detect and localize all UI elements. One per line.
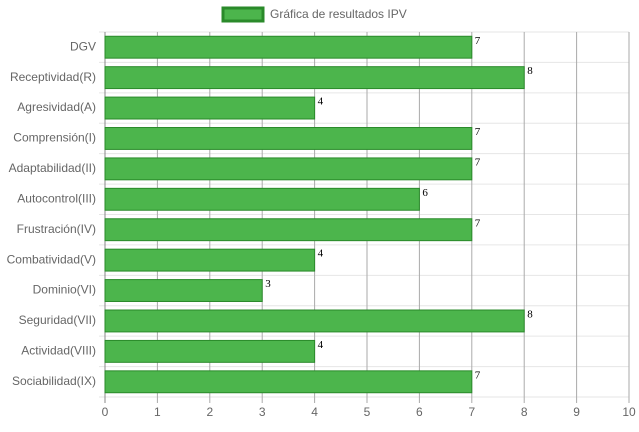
bar [104,35,473,59]
bar [104,370,473,394]
value-label: 6 [422,187,428,199]
y-tick-label: DGV [70,39,96,53]
value-label: 7 [475,156,481,168]
bar [104,309,525,333]
y-tick-label: Receptividad(R) [10,70,96,84]
x-tick-label: 9 [573,405,580,419]
bar [104,66,525,90]
bar [104,248,316,272]
y-tick-label: Seguridad(VII) [19,313,96,327]
bar [104,279,263,302]
x-tick-label: 8 [521,405,528,419]
value-label: 4 [318,339,324,351]
x-tick-label: 4 [311,405,318,419]
x-tick-label: 6 [416,405,423,419]
legend-swatch [221,6,265,23]
y-tick-label: Frustración(IV) [17,222,96,236]
x-tick-label: 10 [622,405,636,419]
x-tick-label: 2 [206,405,213,419]
value-label: 3 [265,278,271,290]
y-tick-label: Sociabilidad(IX) [12,374,96,388]
bar [104,127,473,150]
x-tick-label: 3 [259,405,266,419]
y-tick-label: Comprensión(I) [13,131,96,145]
bar [104,96,316,120]
value-label: 7 [475,369,481,381]
value-label: 4 [318,96,324,108]
y-tick-label: Adaptabilidad(II) [9,161,96,175]
x-tick-label: 0 [102,405,109,419]
y-tick-label: Actividad(VIII) [21,344,96,358]
value-label: 7 [475,126,481,138]
bar [104,218,473,242]
x-tick-label: 1 [154,405,161,419]
value-label: 4 [318,248,324,260]
bar [104,187,420,211]
bar [104,157,473,181]
value-label: 8 [527,65,533,77]
y-tick-label: Autocontrol(III) [17,191,96,205]
y-tick-label: Dominio(VI) [33,283,96,297]
legend-label: Gráfica de resultados IPV [270,7,407,21]
x-tick-label: 7 [468,405,475,419]
value-label: 7 [475,35,481,47]
y-tick-label: Agresividad(A) [17,100,96,114]
y-tick-label: Combatividad(V) [7,252,96,266]
bar [104,339,316,363]
x-tick-label: 5 [364,405,371,419]
value-label: 8 [527,309,533,321]
value-label: 7 [475,217,481,229]
